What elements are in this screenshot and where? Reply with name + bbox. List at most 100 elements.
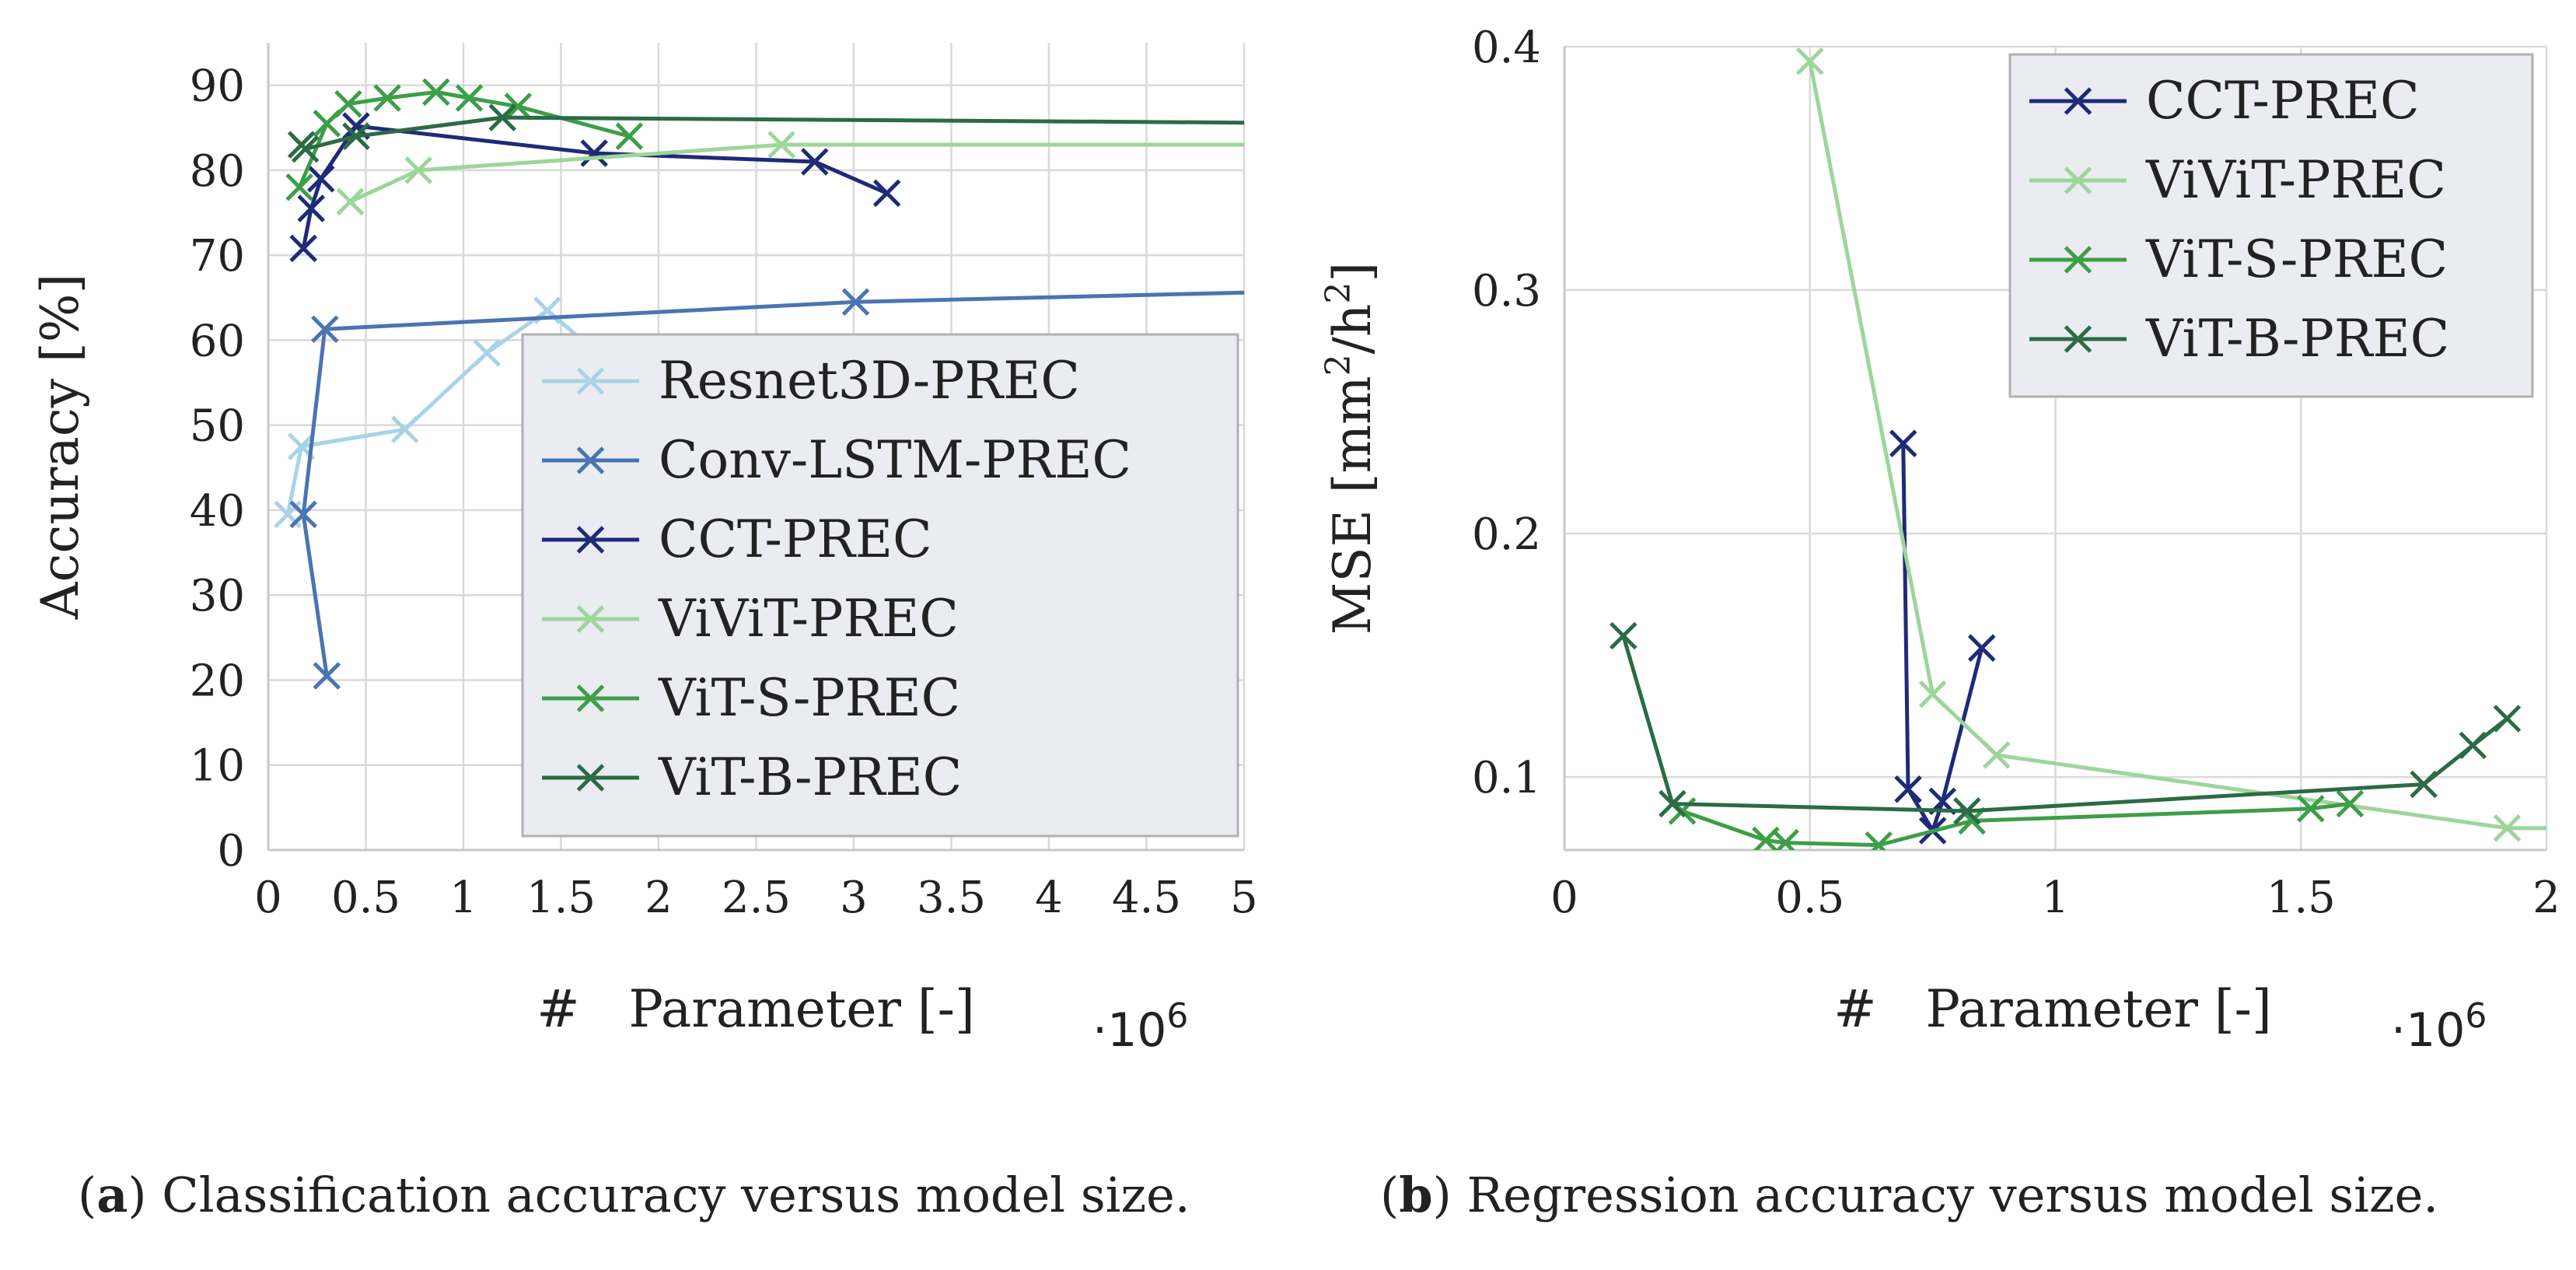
panel-a-data-point [289, 500, 317, 529]
panel-a-series-cct-prec [289, 112, 901, 263]
panel-a-legend-marker [576, 526, 605, 554]
panel-b-series-vit-b-prec [1610, 621, 2522, 825]
panel-a-legend-label: Conv-LSTM-PREC [659, 430, 1131, 490]
panel-a-x-tick-label: 1.5 [526, 873, 596, 923]
panel-a-legend-label: Resnet3D-PREC [659, 351, 1080, 411]
panel-a-y-tick-label: 0 [217, 826, 245, 876]
panel-a-data-point [297, 194, 325, 222]
panel-b-data-point [1771, 828, 1799, 850]
panel-b-series-line [1621, 635, 2509, 813]
panel-b-legend-label: ViViT-PREC [2145, 150, 2446, 210]
panel-b-data-point [1968, 634, 1996, 662]
panel-b-data-point [1795, 47, 1824, 75]
caption-b-text: Regression accuracy versus model size. [1451, 1167, 2439, 1223]
panel-a-legend-label: ViT-B-PREC [658, 747, 962, 807]
panel-b-legend: CCT-PREC ViViT-PREC ViT-S-PREC ViT-B-PREC [2008, 53, 2534, 398]
panel-b-y-tick-label: 0.2 [1472, 509, 1541, 560]
panel-b-y-axis-label-part: /h [1323, 304, 1382, 355]
panel-b-data-point [2459, 731, 2487, 760]
panel-b-data-point [2297, 795, 2325, 823]
panel-a-data-point [342, 122, 370, 150]
panel-a-data-point [311, 315, 339, 343]
panel-a-data-point [307, 165, 335, 193]
panel-a-x-scale-exp: 6 [1166, 996, 1188, 1036]
panel-a-x-tick-label: 0 [254, 873, 282, 923]
panel-a-data-point [580, 139, 608, 167]
panel-a-data-point [473, 339, 501, 367]
panel-a-legend: Resnet3D-PREC Conv-LSTM-PREC CCT-PREC ViViT… [521, 333, 1239, 838]
panel-b-y-tick-label: 0.3 [1472, 266, 1541, 317]
panel-b-x-tick-label: 1.5 [2267, 873, 2336, 923]
caption-a: (a) Classification accuracy versus model… [78, 1167, 1190, 1223]
panel-a-legend-marker [576, 764, 605, 792]
panel-a-legend-label: ViT-S-PREC [658, 668, 960, 728]
panel-a-data-point [767, 131, 795, 159]
panel-a-legend-marker [576, 605, 605, 633]
panel-b-x-tick-label: 2 [2532, 873, 2560, 923]
panel-a-data-point [615, 122, 644, 150]
panel-a-x-tick-label: 2.5 [722, 873, 791, 923]
panel-a-series-vit-s-prec [285, 78, 644, 201]
panel-b-data-point [1894, 775, 1922, 803]
panel-b-x-axis-label: # Parameter [-] [1833, 979, 2271, 1039]
panel-a-data-point [285, 173, 313, 201]
panel-b-y-axis-label-part: ] [1323, 262, 1382, 282]
panel-b-series-vit-s-prec [1668, 789, 2365, 850]
panel-a-legend-marker [576, 367, 605, 395]
panel-b-data-point [2493, 705, 2522, 733]
panel-b-data-point [1658, 789, 1686, 818]
panel-b-data-point [1889, 429, 1917, 458]
panel-a-data-point [313, 662, 341, 690]
panel-a-series-line [285, 308, 683, 515]
panel-b-x-scale-base: ·10 [2391, 1003, 2465, 1058]
panel-b-legend-marker [2064, 246, 2092, 274]
panel-a-x-tick-label: 1 [449, 873, 477, 923]
panel-b-series-cct-prec [1889, 429, 1996, 845]
panel-a-legend-marker [576, 684, 605, 712]
panel-b-data-point [1865, 831, 1893, 850]
panel-b-legend-marker [2064, 166, 2092, 194]
panel-a-y-tick-label: 10 [190, 741, 245, 792]
panel-b-y-axis-label: MSE [mm2/h2] [1319, 262, 1382, 635]
panel-a-y-tick-label: 90 [190, 61, 245, 112]
panel-b-legend-marker [2064, 87, 2092, 115]
panel-b-x-scale-label: ·106 [2391, 996, 2487, 1058]
panel-a-x-tick-label: 5 [1230, 873, 1258, 923]
panel-a-y-tick-label: 50 [190, 401, 245, 452]
panel-a-data-point [504, 93, 533, 121]
panel-a-data-point [404, 156, 433, 184]
panel-b-legend-label: ViT-S-PREC [2145, 229, 2448, 289]
panel-b-data-point [2493, 814, 2522, 842]
panel-a-y-tick-label: 70 [190, 231, 245, 282]
panel-a-x-tick-label: 3.5 [917, 873, 986, 923]
panel-a-series-line [349, 142, 1244, 204]
panel-a-y-axis-label: Accuracy [%] [30, 274, 90, 620]
panel-b-data-point [1610, 621, 1638, 650]
panel-a-data-point [422, 78, 450, 107]
panel-a-data-point [373, 84, 401, 112]
panel-b-x-tick-label: 0 [1550, 873, 1578, 923]
panel-a-data-point [334, 89, 362, 118]
panel-b-legend-label: CCT-PREC [2146, 71, 2420, 131]
panel-a-data-point [801, 148, 829, 176]
panel-a-series-conv-lstm-prec [289, 288, 1244, 690]
panel-a-legend-marker [576, 446, 605, 474]
panel-b-x-tick-label: 1 [2042, 873, 2070, 923]
panel-a-legend-label: CCT-PREC [659, 509, 932, 569]
panel-b-chart: 0 0.5 1 1.5 2 0.1 0.2 0.3 0.4 # Parameter [-] ·106… [1319, 23, 2560, 1058]
panel-a-chart: 0 0.5 1 1.5 2 2.5 3 3.5 4 4.5 50102030405060708090… [30, 43, 1258, 1058]
panel-a-data-point [336, 187, 365, 216]
panel-b-data-point [1918, 680, 1947, 708]
panel-b-x-tick-label: 0.5 [1775, 873, 1844, 923]
panel-a-data-point [289, 234, 317, 263]
panel-a-x-scale-label: ·106 [1092, 996, 1188, 1058]
panel-a-y-tick-label: 60 [190, 316, 245, 366]
panel-a-y-tick-label: 40 [190, 486, 245, 537]
panel-a-legend-box [521, 333, 1239, 838]
panel-b-data-point [2410, 770, 2438, 799]
caption-a-label: a [96, 1167, 128, 1223]
panel-b-data-point [1982, 741, 2011, 769]
panel-b-legend-label: ViT-B-PREC [2145, 309, 2449, 369]
panel-a-data-point [390, 415, 419, 443]
